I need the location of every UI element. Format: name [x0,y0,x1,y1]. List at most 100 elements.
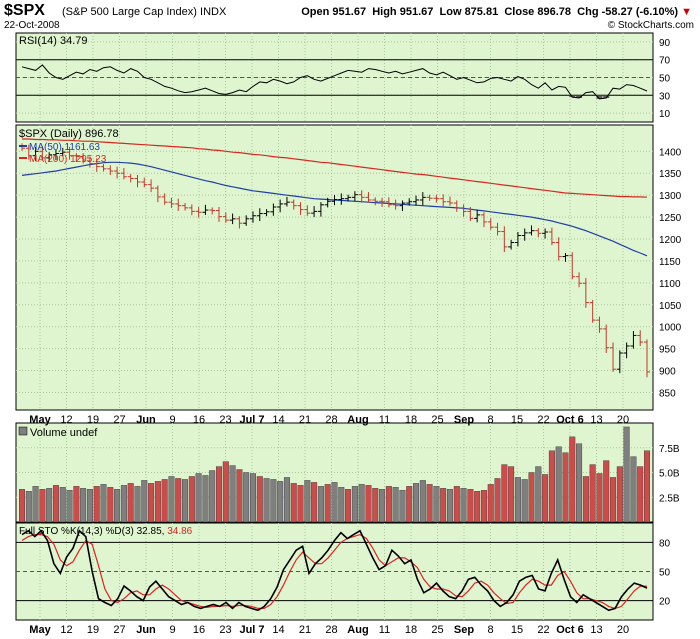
stoch-legend-k: Full STO %K(14,3) %D(3) 32.85, [19,526,167,537]
volume-bar [555,446,562,523]
volume-bar [644,450,650,523]
price-tick-label: 1400 [659,147,682,158]
x-tick-label-bottom: 16 [193,624,205,636]
x-tick-label: Jun [136,414,156,426]
x-tick-label-bottom: 19 [87,624,99,636]
price-tick-label: 1350 [659,169,682,180]
sto-tick-label: 80 [659,538,671,549]
volume-bar [46,488,53,523]
x-tick-label: 11 [379,414,390,426]
x-tick-label: 25 [431,414,443,426]
ma-legend-text: MA(200) 1295.23 [29,154,107,165]
volume-bar [270,479,277,523]
x-tick-label: 9 [169,414,175,426]
x-tick-label-bottom: 14 [272,624,284,636]
price-tick-label: 1100 [659,279,681,290]
open-value: 951.67 [332,6,367,18]
volume-bar [283,477,290,523]
volume-bar [453,486,460,523]
x-tick-label: 27 [113,414,125,426]
price-tick-label: 900 [659,367,676,378]
volume-bar [86,489,93,523]
volume-bar [120,485,127,523]
volume-bar [419,480,426,523]
volume-bar [263,478,270,523]
x-tick-label: 15 [511,414,523,426]
price-tick-label: 1150 [659,257,681,268]
volume-bar [154,481,161,523]
volume-bar [528,472,535,523]
x-tick-label-bottom: Jun [136,624,156,636]
high-label: High [372,6,397,18]
price-tick-label: 950 [659,345,676,356]
volume-bar [426,484,433,523]
volume-bar [141,480,148,523]
copyright: © StockCharts.com [607,20,694,31]
x-tick-label-bottom: 27 [113,624,125,636]
x-tick-label: 28 [325,414,337,426]
close-value: 896.78 [537,6,572,18]
symbol-title: $SPX [4,2,45,19]
x-tick-label-bottom: May [29,624,51,636]
quote-bar: Open 951.67 High 951.67 Low 875.81 Close… [301,6,692,18]
volume-bar [392,487,399,523]
volume-bar [202,475,209,523]
volume-bar [304,480,311,523]
volume-bar [514,477,521,523]
volume-bar [107,487,114,523]
stoch-d-line [21,533,648,610]
x-tick-label: 16 [193,414,205,426]
x-tick-label-bottom: 23 [219,624,231,636]
volume-bar [188,476,195,523]
volume-bar [59,487,66,523]
volume-bar [365,485,372,523]
rsi-tick-label: 50 [659,74,671,85]
volume-bar [521,479,528,523]
x-tick-label: 23 [219,414,231,426]
volume-bar [358,484,365,523]
price-tick-label: 1000 [659,323,682,334]
low-label: Low [439,6,462,18]
x-tick-label: 22 [537,414,549,426]
ma200-line [22,138,648,198]
x-tick-label-bottom: Jul 7 [239,624,264,636]
volume-bar [596,473,603,523]
volume-bar [195,473,202,523]
volume-bar [209,470,216,523]
x-tick-label-bottom: 22 [537,624,549,636]
x-tick-label: 18 [405,414,417,426]
description-text: (S&P 500 Large Cap Index) [62,6,197,18]
volume-bar [338,487,345,523]
stoch-legend: Full STO %K(14,3) %D(3) 32.85, 34.86 [19,526,193,537]
exchange-text: INDX [200,6,227,18]
volume-bar [582,476,589,523]
volume-bar [385,486,392,523]
volume-bar [216,466,223,523]
price-tick-label: 1250 [659,213,682,224]
stoch-legend-d: 34.86 [167,526,192,537]
volume-bar [467,489,474,523]
x-tick-label-bottom: 11 [379,624,390,636]
x-tick-label: Oct 6 [556,414,584,426]
volume-bar [222,461,229,523]
x-tick-label: May [29,414,51,426]
open-label: Open [301,6,330,18]
vol-tick-label: 2.5B [659,493,680,504]
sto-tick-label: 50 [659,568,671,579]
volume-bar [345,489,352,523]
panel-price [15,124,654,411]
volume-bar [406,486,413,523]
volume-bar [161,479,168,523]
volume-bar [277,481,284,523]
volume-bar [236,469,243,523]
volume-bar [19,489,25,523]
volume-bar [501,464,508,523]
rsi-tick-label: 70 [659,56,671,67]
volume-bar [603,460,610,523]
x-tick-label-bottom: 15 [511,624,523,636]
volume-bar [182,479,189,523]
x-tick-label: 21 [299,414,311,426]
volume-bar [440,488,447,523]
rsi-tick-label: 30 [659,91,671,102]
